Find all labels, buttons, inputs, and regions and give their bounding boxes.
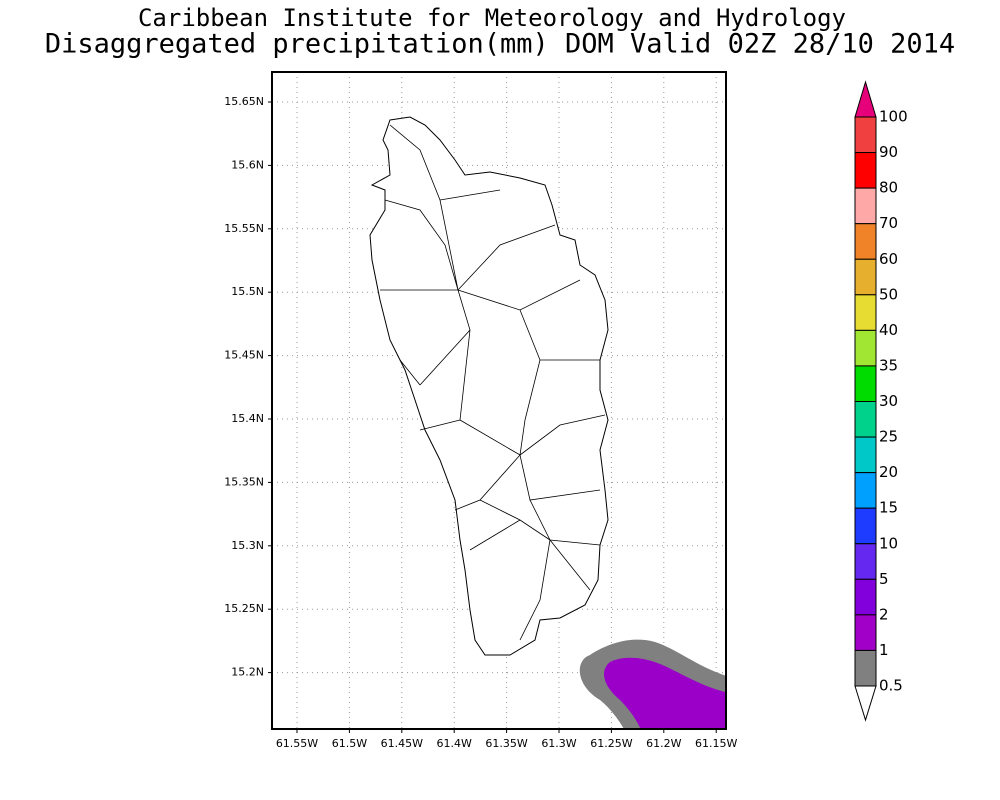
colorbar-swatch <box>854 116 877 154</box>
lon-tick-label: 61.15W <box>695 737 737 750</box>
colorbar-swatch <box>854 365 877 402</box>
colorbar-swatch <box>854 436 877 474</box>
lat-tick-label: 15.3N <box>231 539 264 552</box>
lon-tick-label: 61.35W <box>485 737 527 750</box>
colorbar-label: 50 <box>879 285 898 303</box>
colorbar-label: 20 <box>879 463 898 481</box>
colorbar-swatch <box>854 401 877 438</box>
colorbar-swatch <box>854 614 877 651</box>
lon-tick-label: 61.4W <box>437 737 472 750</box>
subtitle: Disaggregated precipitation(mm) DOM Vali… <box>45 29 955 60</box>
lon-tick-label: 61.55W <box>276 737 318 750</box>
lat-tick-label: 15.65N <box>224 95 264 108</box>
colorbar-swatch <box>854 294 877 331</box>
colorbar-label: 80 <box>879 179 898 197</box>
lon-tick-label: 61.3W <box>541 737 576 750</box>
lat-tick-label: 15.5N <box>231 285 264 298</box>
colorbar-label: 10 <box>879 534 898 552</box>
colorbar-label: 1 <box>879 641 889 659</box>
colorbar-swatch <box>854 152 877 189</box>
lat-tick-label: 15.4N <box>231 412 264 425</box>
lon-tick-label: 61.2W <box>646 737 681 750</box>
colorbar-swatch <box>854 472 877 509</box>
colorbar-label: 30 <box>879 392 898 410</box>
colorbar: 100 90 80 70 60 50 40 35 30 25 20 15 10 5 2 1 0.5 <box>854 80 908 722</box>
precip-purple <box>604 657 726 729</box>
lon-tick-label: 61.45W <box>381 737 423 750</box>
colorbar-swatch <box>854 543 877 580</box>
island <box>369 116 609 656</box>
colorbar-swatch <box>854 329 877 367</box>
colorbar-label: 90 <box>879 143 898 161</box>
colorbar-label: 15 <box>879 499 898 517</box>
precip-area <box>579 639 726 729</box>
colorbar-swatch <box>854 258 877 296</box>
lat-tick-label: 15.6N <box>231 158 264 171</box>
colorbar-arrow <box>854 80 877 118</box>
colorbar-swatch <box>854 223 877 260</box>
colorbar-arrow <box>854 685 877 722</box>
colorbar-label: 25 <box>879 428 898 446</box>
lat-tick-label: 15.25N <box>224 602 264 615</box>
colorbar-label: 40 <box>879 321 898 339</box>
colorbar-label: 2 <box>879 605 889 623</box>
colorbar-label: 0.5 <box>879 677 903 695</box>
lat-tick-label: 15.35N <box>224 475 264 488</box>
lat-tick-label: 15.45N <box>224 349 264 362</box>
colorbar-swatch <box>854 187 877 225</box>
colorbar-swatch <box>854 507 877 545</box>
map-frame <box>271 71 727 730</box>
lon-tick-label: 61.25W <box>590 737 632 750</box>
colorbar-label: 5 <box>879 570 889 588</box>
colorbar-swatch <box>854 578 877 616</box>
colorbar-label: 35 <box>879 356 898 374</box>
lon-tick-label: 61.5W <box>332 737 367 750</box>
grid: 15.65N 15.6N 15.55N 15.5N 15.45N 15.4N 15.35N 1… <box>224 72 738 750</box>
colorbar-swatch <box>854 649 877 687</box>
colorbar-label: 70 <box>879 214 898 232</box>
lat-tick-label: 15.2N <box>231 666 264 679</box>
colorbar-label: 60 <box>879 250 898 268</box>
title: Caribbean Institute for Meteorology and … <box>138 4 846 32</box>
lat-tick-label: 15.55N <box>224 222 264 235</box>
colorbar-label: 100 <box>879 108 908 126</box>
